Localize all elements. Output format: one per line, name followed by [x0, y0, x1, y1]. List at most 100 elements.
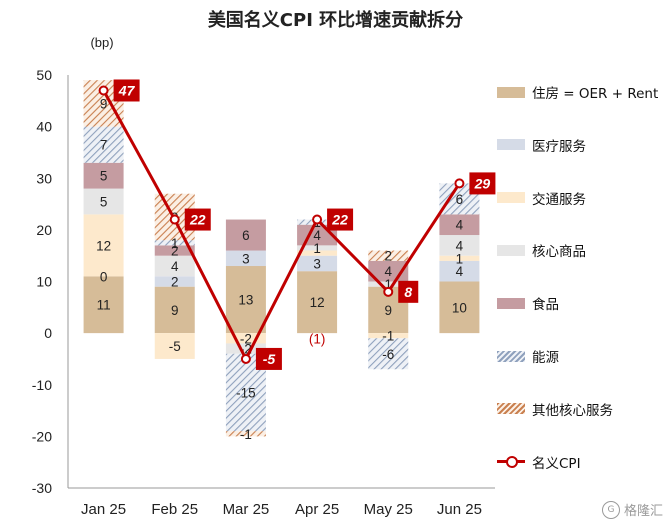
segment-data-label: 3 [242, 251, 250, 266]
legend-label: 其他核心服务 [532, 402, 613, 419]
bar-segment [297, 271, 338, 334]
bar-segment [439, 260, 480, 282]
x-tick-label: Feb 25 [151, 501, 198, 518]
legend-line-marker [497, 456, 525, 469]
segment-data-label: 4 [313, 228, 321, 243]
segment-data-label: 4 [456, 238, 464, 253]
bar-segment [368, 333, 409, 339]
bar-segment [83, 162, 124, 189]
y-tick-label: -30 [32, 480, 52, 496]
cpi-value-box [469, 172, 496, 195]
legend-swatch [497, 139, 525, 151]
segment-data-label: 4 [456, 264, 464, 279]
bar-segment [225, 343, 266, 354]
x-tick-label: Apr 25 [295, 501, 339, 518]
bar-segment [439, 255, 480, 261]
legend-item: 其他核心服务 [497, 399, 613, 419]
cpi-line [102, 89, 461, 363]
bar-segment [368, 250, 409, 261]
bar-segment [439, 281, 480, 334]
segment-data-label: 1 [171, 236, 179, 251]
watermark: G 格隆汇 [601, 500, 663, 519]
y-tick-label: 10 [36, 274, 52, 290]
cpi-value-box [327, 208, 354, 231]
cpi-point [98, 85, 109, 96]
segment-data-label: -2 [240, 331, 252, 346]
cpi-value-label: -5 [263, 351, 276, 367]
x-tick-label: Jun 25 [437, 501, 482, 518]
segment-data-label: 6 [242, 228, 250, 243]
cpi-point [240, 353, 251, 364]
cpi-value-box [184, 208, 211, 231]
bar-segment [368, 281, 409, 287]
y-tick-label: 40 [36, 119, 52, 135]
segment-data-label: -5 [169, 339, 181, 354]
segment-data-label: 9 [384, 303, 392, 318]
legend-item: 住房 = OER + Rent [497, 82, 658, 102]
segment-data-label: 9 [171, 303, 179, 318]
cpi-value-label: 22 [331, 212, 348, 228]
legend-swatch [497, 86, 525, 98]
segment-data-label: 2 [384, 249, 392, 264]
y-tick-label: 50 [36, 67, 52, 83]
y-tick-label: 0 [44, 325, 52, 341]
cpi-value-label: 47 [118, 82, 136, 98]
segment-data-label: (1) [309, 331, 326, 346]
legend-item: 医疗服务 [497, 135, 586, 155]
segment-data-label: 3 [313, 256, 321, 271]
bar-segment [297, 255, 338, 272]
bar-segment [154, 255, 195, 277]
x-tick-label: Mar 25 [223, 501, 270, 518]
segment-data-label: 1 [384, 277, 392, 292]
bar-segment [83, 276, 124, 334]
watermark-text: 格隆汇 [623, 504, 663, 519]
cpi-point [312, 214, 323, 225]
segment-data-label: 1 [313, 241, 321, 256]
cpi-point [169, 214, 180, 225]
segment-data-label: -1 [382, 329, 394, 344]
legend-swatch [497, 192, 525, 204]
segment-data-label: 12 [310, 295, 325, 310]
segment-data-label: 1 [456, 251, 464, 266]
legend-label: 交通服务 [532, 191, 586, 208]
segment-data-label: 2 [171, 244, 179, 259]
bar-segment [83, 214, 124, 277]
legend-swatch [497, 403, 525, 415]
legend-label: 核心商品 [532, 244, 586, 261]
segment-data-label: 2 [171, 275, 179, 290]
y-tick-label: -20 [32, 428, 52, 444]
bar-segment [225, 333, 266, 344]
cpi-point [454, 178, 465, 189]
segment-data-label: 4 [171, 259, 179, 274]
segment-data-label: 5 [100, 194, 108, 209]
cpi-value-label: 8 [404, 284, 412, 300]
bar-segment [83, 188, 124, 215]
legend-item: 能源 [497, 346, 559, 366]
segment-data-label: 4 [456, 218, 464, 233]
legend-swatch [497, 350, 525, 362]
legend-item: 核心商品 [497, 240, 586, 260]
segment-data-label: 4 [384, 264, 392, 279]
segment-data-label: 9 [100, 96, 108, 111]
segment-data-label: 0 [100, 269, 108, 284]
legend-swatch [497, 244, 525, 256]
segment-data-label: 11 [97, 298, 111, 313]
y-tick-label: 30 [36, 170, 52, 186]
legend-label: 医疗服务 [532, 138, 586, 155]
y-tick-label: 20 [36, 222, 52, 238]
segment-data-label: -6 [382, 347, 394, 362]
legend-swatch [497, 297, 525, 309]
bar-segment [154, 240, 195, 246]
legend-item: 交通服务 [497, 188, 586, 208]
legend-label: 名义CPI [532, 455, 581, 472]
bar-segment [83, 126, 124, 163]
bar-segment [225, 250, 266, 267]
bar-segment [154, 276, 195, 287]
y-axis-unit-label: (bp) [90, 35, 113, 50]
segment-data-label: 5 [100, 169, 108, 184]
segment-data-label: 10 [452, 300, 467, 315]
legend-label: 食品 [532, 297, 559, 314]
x-tick-label: May 25 [364, 501, 413, 518]
x-tick-label: Jan 25 [81, 501, 126, 518]
